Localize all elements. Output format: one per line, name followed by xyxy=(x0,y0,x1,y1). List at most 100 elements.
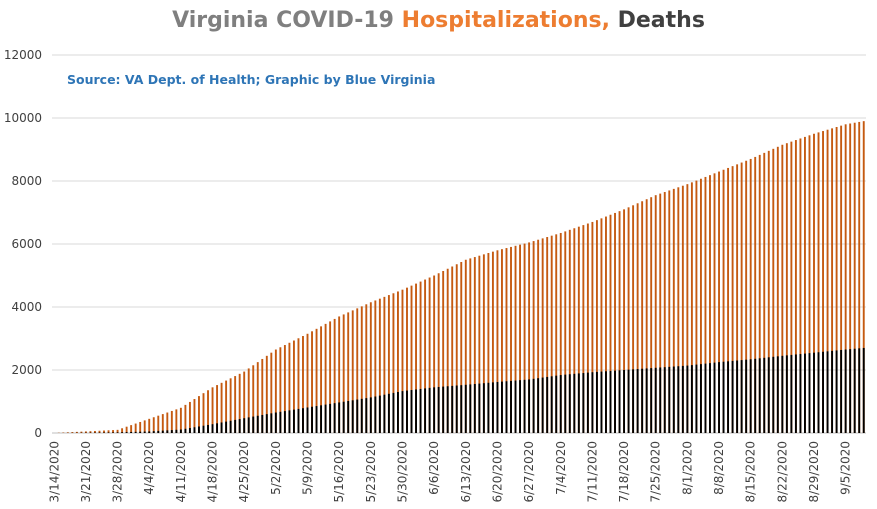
bar-hospitalizations xyxy=(347,312,350,433)
bar-hospitalizations xyxy=(858,121,861,433)
bar-hospitalizations xyxy=(763,152,766,433)
bar-hospitalizations xyxy=(623,209,626,433)
bar-deaths xyxy=(220,422,223,433)
bar-hospitalizations xyxy=(555,234,558,433)
bar-deaths xyxy=(813,352,815,433)
bar-deaths xyxy=(641,368,644,433)
bar-deaths xyxy=(482,383,485,433)
bar-deaths xyxy=(804,353,806,433)
bar-hospitalizations xyxy=(369,302,372,433)
bar-deaths xyxy=(252,416,255,433)
bar-deaths xyxy=(776,356,779,433)
bar-hospitalizations xyxy=(641,201,644,433)
bar-hospitalizations xyxy=(668,190,671,433)
bar-hospitalizations xyxy=(157,415,160,433)
bar-hospitalizations xyxy=(94,430,96,433)
bar-hospitalizations xyxy=(311,331,313,433)
bar-hospitalizations xyxy=(428,277,431,433)
bar-deaths xyxy=(849,349,852,433)
bar-hospitalizations xyxy=(645,199,648,433)
bar-hospitalizations xyxy=(202,393,205,433)
x-tick-label: 5/30/2020 xyxy=(395,441,409,503)
bar-deaths xyxy=(668,366,671,433)
bar-hospitalizations xyxy=(627,207,630,433)
bar-hospitalizations xyxy=(397,291,399,433)
bar-hospitalizations xyxy=(632,205,635,433)
x-tick-label: 4/11/2020 xyxy=(174,441,188,503)
bar-deaths xyxy=(415,389,417,433)
bar-deaths xyxy=(446,386,449,433)
x-tick-label: 8/29/2020 xyxy=(807,441,821,503)
bar-deaths xyxy=(283,411,286,433)
bar-deaths xyxy=(605,371,607,433)
bar-hospitalizations xyxy=(179,407,182,433)
bar-deaths xyxy=(428,387,431,433)
bar-deaths xyxy=(785,355,788,433)
bar-deaths xyxy=(406,390,408,433)
bar-hospitalizations xyxy=(351,310,354,433)
bar-deaths xyxy=(134,431,137,433)
bar-deaths xyxy=(650,368,653,433)
bar-hospitalizations xyxy=(582,225,585,433)
bar-deaths xyxy=(202,425,205,433)
bar-hospitalizations xyxy=(306,333,309,433)
bar-hospitalizations xyxy=(211,387,214,433)
bar-hospitalizations xyxy=(252,365,255,433)
bar-hospitalizations xyxy=(618,211,621,433)
bar-deaths xyxy=(718,362,720,433)
bar-deaths xyxy=(586,372,589,433)
bar-hospitalizations xyxy=(193,399,196,433)
bar-hospitalizations xyxy=(808,135,811,433)
x-tick-label: 6/20/2020 xyxy=(490,441,504,503)
bar-deaths xyxy=(699,364,702,433)
bar-deaths xyxy=(469,384,472,433)
bar-deaths xyxy=(437,386,440,433)
bar-deaths xyxy=(179,429,182,433)
bar-hospitalizations xyxy=(663,192,666,433)
bar-deaths xyxy=(681,365,684,433)
bar-hospitalizations xyxy=(573,228,576,433)
x-tick-label: 8/1/2020 xyxy=(680,441,694,495)
bar-hospitalizations xyxy=(166,412,169,433)
bar-hospitalizations xyxy=(532,241,535,433)
bar-hospitalizations xyxy=(844,124,847,434)
bar-hospitalizations xyxy=(66,432,69,433)
bar-deaths xyxy=(383,394,386,433)
bar-hospitalizations xyxy=(785,143,788,433)
bar-deaths xyxy=(853,348,856,433)
bar-deaths xyxy=(315,406,318,433)
bar-hospitalizations xyxy=(229,378,232,433)
x-tick-label: 5/23/2020 xyxy=(364,441,378,503)
bar-hospitalizations xyxy=(722,169,725,433)
bar-hospitalizations xyxy=(261,358,264,433)
bar-deaths xyxy=(754,358,757,433)
bar-hospitalizations xyxy=(256,362,259,433)
bar-deaths xyxy=(564,374,567,433)
x-tick-label: 6/27/2020 xyxy=(522,441,536,503)
bar-hospitalizations xyxy=(718,171,720,434)
bar-deaths xyxy=(198,426,200,433)
bar-deaths xyxy=(374,396,377,433)
bar-deaths xyxy=(568,374,571,433)
bar-deaths xyxy=(731,360,734,433)
bar-hospitalizations xyxy=(360,306,363,433)
bar-deaths xyxy=(654,367,657,433)
bar-deaths xyxy=(537,378,540,433)
bar-deaths xyxy=(225,421,228,433)
bar-hospitalizations xyxy=(659,193,662,433)
bar-deaths xyxy=(749,359,752,433)
bar-hospitalizations xyxy=(152,417,155,433)
bar-hospitalizations xyxy=(487,253,490,433)
bar-hospitalizations xyxy=(121,428,124,433)
bar-hospitalizations xyxy=(740,162,743,434)
bar-hospitalizations xyxy=(342,314,345,433)
bar-hospitalizations xyxy=(849,123,852,433)
bar-deaths xyxy=(216,423,219,433)
bar-deaths xyxy=(595,371,598,433)
bar-deaths xyxy=(528,379,531,433)
bar-deaths xyxy=(555,375,558,433)
bar-deaths xyxy=(464,384,467,433)
bar-deaths xyxy=(609,370,612,433)
bar-deaths xyxy=(573,373,576,433)
bar-hospitalizations xyxy=(460,262,463,433)
